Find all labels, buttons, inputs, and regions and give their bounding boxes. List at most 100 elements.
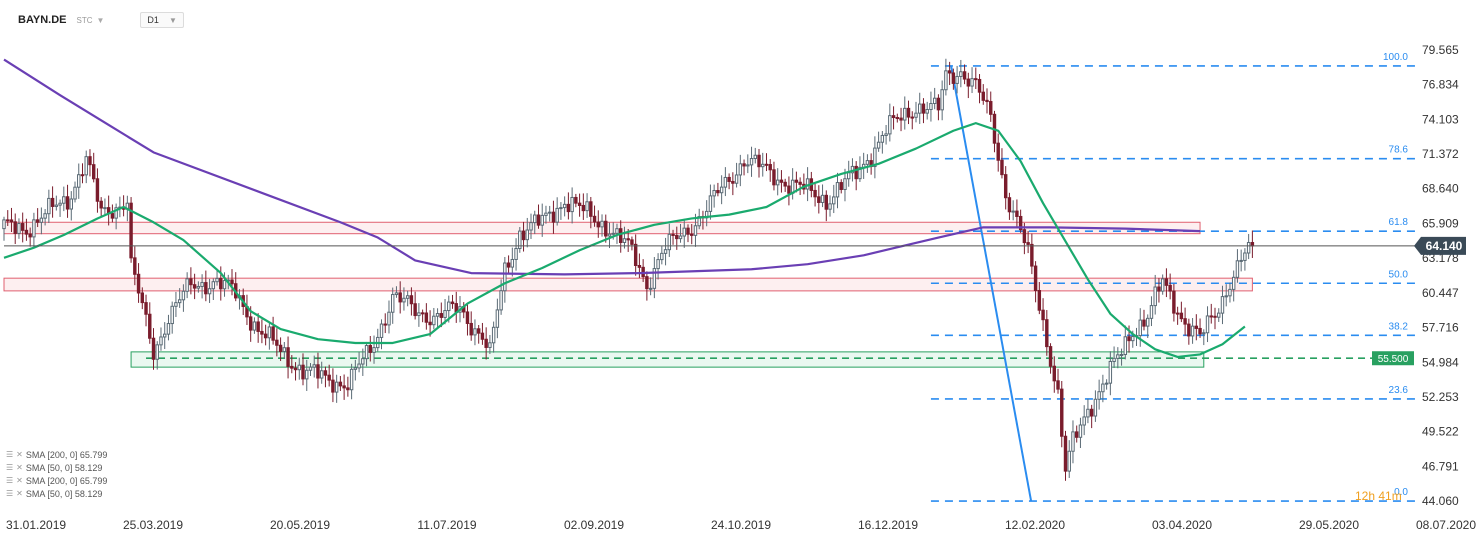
candle[interactable] [652,268,657,289]
candle[interactable] [207,288,212,295]
candle[interactable] [361,358,365,365]
candle[interactable] [932,97,937,105]
candle[interactable] [480,332,485,340]
candle[interactable] [219,277,223,290]
candle[interactable] [1123,336,1128,355]
candle[interactable] [925,109,929,114]
candle[interactable] [503,262,507,292]
candle[interactable] [772,169,776,186]
candle[interactable] [589,201,593,217]
candle[interactable] [308,366,313,371]
fib-trend-line[interactable] [950,65,1033,502]
candle[interactable] [805,178,810,190]
candle[interactable] [944,70,948,91]
candle[interactable] [1217,312,1221,318]
candle[interactable] [443,310,447,318]
candle[interactable] [222,280,227,290]
candle[interactable] [447,301,451,312]
candle[interactable] [293,367,298,371]
candle[interactable] [607,233,612,237]
candle[interactable] [562,203,567,209]
candle[interactable] [1003,174,1008,199]
candle[interactable] [290,365,294,369]
candle[interactable] [1209,315,1213,318]
candle[interactable] [727,176,731,182]
candle[interactable] [966,78,971,87]
candle[interactable] [914,112,918,118]
candle[interactable] [604,220,608,237]
candle[interactable] [181,290,186,301]
candle[interactable] [656,259,660,270]
candle[interactable] [473,328,477,336]
candle[interactable] [843,178,847,190]
candle[interactable] [903,107,907,121]
candle[interactable] [1160,278,1165,292]
candle[interactable] [630,239,634,245]
candle[interactable] [1089,408,1094,417]
candle[interactable] [17,223,21,234]
candle[interactable] [148,313,152,339]
candle[interactable] [592,215,597,223]
candle[interactable] [495,309,500,328]
candle[interactable] [794,179,799,183]
candle[interactable] [435,313,440,317]
candle[interactable] [577,202,582,206]
candle[interactable] [439,313,444,318]
candle[interactable] [192,284,197,289]
candle[interactable] [316,364,320,379]
candle[interactable] [678,235,683,240]
candle[interactable] [144,302,148,315]
candle[interactable] [783,181,787,187]
candle[interactable] [775,179,780,186]
candle[interactable] [372,347,376,353]
candle[interactable] [738,163,743,176]
candle[interactable] [757,154,761,168]
candle[interactable] [1175,312,1180,315]
candle[interactable] [163,333,167,338]
candle[interactable] [1074,431,1079,438]
candle[interactable] [521,230,526,241]
candle[interactable] [91,164,96,180]
candle[interactable] [854,165,858,180]
candle[interactable] [267,326,272,339]
candle[interactable] [835,182,840,198]
candle[interactable] [1060,388,1064,437]
close-icon[interactable]: ✕ [16,489,23,498]
candle[interactable] [491,326,496,344]
candle[interactable] [357,363,361,369]
candle[interactable] [84,156,88,176]
candle[interactable] [1153,286,1157,307]
candle[interactable] [846,172,851,180]
candle[interactable] [839,182,843,190]
candle[interactable] [353,367,358,370]
candle[interactable] [918,103,922,114]
candle[interactable] [211,281,216,290]
candle[interactable] [1045,319,1049,348]
candle[interactable] [383,323,387,326]
candle[interactable] [1104,382,1109,385]
candle[interactable] [323,370,328,376]
candle[interactable] [880,134,885,143]
candle[interactable] [200,282,204,287]
candle[interactable] [20,223,25,231]
candle[interactable] [1078,424,1083,438]
candle[interactable] [1108,360,1113,384]
candle[interactable] [417,312,421,317]
candle[interactable] [99,200,103,209]
candle[interactable] [1190,325,1195,337]
candle[interactable] [103,207,107,210]
candle[interactable] [77,174,81,188]
candle[interactable] [1033,265,1038,292]
candle[interactable] [1168,284,1172,292]
candle[interactable] [465,311,470,324]
candle[interactable] [951,72,956,84]
candle[interactable] [368,345,373,353]
candle[interactable] [58,202,62,206]
candle[interactable] [1239,259,1243,262]
candle[interactable] [753,154,757,160]
candle[interactable] [506,262,511,268]
candle[interactable] [1198,327,1202,335]
candle[interactable] [962,71,967,80]
candle[interactable] [248,316,253,331]
candle[interactable] [981,91,985,101]
